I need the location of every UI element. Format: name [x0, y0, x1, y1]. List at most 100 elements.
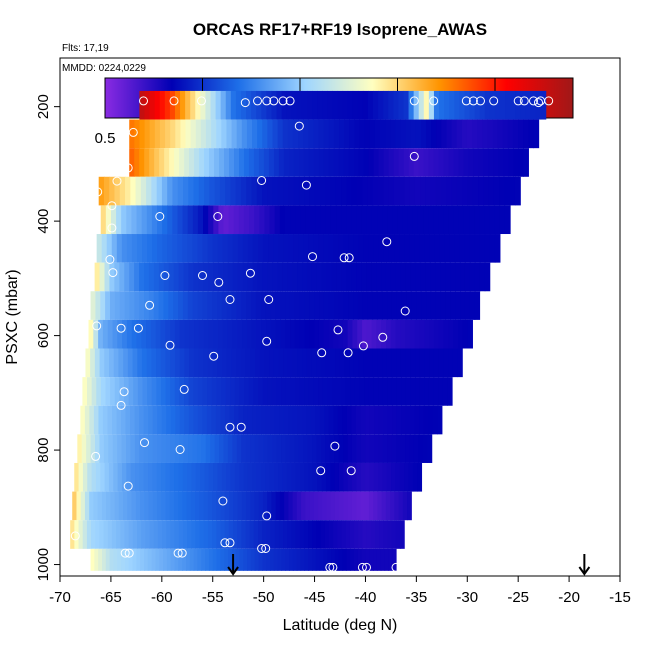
heatmap-cell: [228, 548, 233, 571]
heatmap-cell: [390, 262, 397, 292]
heatmap-cell: [315, 548, 321, 571]
heatmap-cell: [203, 348, 209, 378]
heatmap-cell: [342, 90, 349, 120]
heatmap-cell: [220, 520, 226, 549]
heatmap-cell: [331, 262, 338, 292]
heatmap-cell: [338, 319, 344, 349]
heatmap-cell: [308, 148, 315, 177]
heatmap-cell: [257, 234, 264, 263]
heatmap-cell: [420, 262, 427, 292]
heatmap-cell: [226, 291, 233, 320]
heatmap-cell: [443, 319, 449, 349]
heatmap-cell: [160, 319, 166, 349]
heatmap-cell: [361, 548, 367, 571]
heatmap-cell: [372, 291, 378, 320]
heatmap-cell: [180, 119, 187, 149]
heatmap-cell: [407, 205, 414, 235]
sample-point: [262, 511, 272, 521]
heatmap-cell: [275, 291, 281, 320]
heatmap-cell: [459, 234, 466, 263]
heatmap-cell: [148, 434, 154, 463]
heatmap-cell: [439, 90, 445, 120]
heatmap-cell: [144, 262, 150, 292]
heatmap-cell: [198, 262, 204, 292]
heatmap-cell: [170, 348, 176, 378]
heatmap-cell: [299, 291, 306, 320]
heatmap-cell: [463, 205, 470, 235]
heatmap-cell: [195, 520, 201, 549]
heatmap-cell: [369, 462, 375, 492]
heatmap-cell: [136, 234, 143, 263]
heatmap-cell: [103, 434, 109, 463]
heatmap-cell: [96, 234, 103, 263]
heatmap-cell: [489, 234, 496, 263]
sample-point: [262, 336, 272, 346]
heatmap-cell: [234, 148, 240, 177]
y-tick-label: 400: [35, 209, 52, 234]
heatmap-cell: [129, 291, 135, 320]
heatmap-cell: [262, 491, 268, 521]
heatmap-cell: [450, 262, 456, 292]
heatmap-cell: [479, 205, 486, 235]
heatmap-cell: [111, 234, 118, 263]
chart-title: ORCAS RF17+RF19 Isoprene_AWAS: [193, 20, 487, 39]
heatmap-cell: [219, 176, 226, 206]
heatmap-cell: [191, 520, 197, 549]
heatmap-cell: [126, 319, 133, 349]
heatmap-cell: [393, 176, 400, 206]
heatmap-cell: [387, 405, 393, 435]
heatmap-cell: [117, 434, 123, 463]
heatmap-cell: [418, 90, 425, 120]
heatmap-cell: [157, 234, 163, 263]
heatmap-cell: [365, 405, 371, 435]
heatmap-cell: [151, 205, 158, 235]
heatmap-cell: [363, 234, 370, 263]
heatmap-cell: [469, 234, 476, 263]
heatmap-cell: [374, 405, 380, 435]
heatmap-cell: [189, 148, 195, 177]
heatmap-cell: [414, 176, 421, 206]
heatmap-cell: [152, 234, 158, 263]
heatmap-cell: [293, 176, 300, 206]
heatmap-cell: [236, 434, 242, 463]
heatmap-cell: [369, 119, 376, 149]
heatmap-cell: [309, 319, 315, 349]
heatmap-cell: [464, 234, 471, 263]
heatmap-cell: [130, 176, 137, 206]
heatmap-cell: [535, 90, 542, 120]
heatmap-cell: [170, 377, 176, 406]
heatmap-cell: [281, 434, 287, 463]
heatmap-cell: [199, 148, 205, 177]
heatmap-cell: [231, 119, 238, 149]
heatmap-cell: [270, 405, 276, 435]
heatmap-cell: [105, 377, 111, 406]
heatmap-cell: [417, 205, 424, 235]
heatmap-cell: [93, 319, 99, 349]
heatmap-cell: [192, 434, 198, 463]
heatmap-cell: [254, 548, 260, 571]
heatmap-cell: [131, 319, 138, 349]
heatmap-cell: [144, 548, 149, 571]
sample-point: [429, 96, 439, 106]
plot-frame: [59, 57, 621, 577]
heatmap-cell: [323, 548, 328, 571]
heatmap-cell: [333, 234, 340, 263]
heatmap-cell: [413, 148, 420, 177]
heatmap-cell: [228, 520, 234, 549]
heatmap-cell: [420, 176, 426, 206]
heatmap-cell: [405, 405, 411, 435]
heatmap-cell: [361, 205, 368, 235]
heatmap-cell: [213, 205, 220, 235]
heatmap-cell: [296, 90, 303, 120]
sample-point: [209, 351, 219, 361]
heatmap-cell: [432, 405, 438, 435]
y-tick-label: 600: [35, 323, 52, 348]
heatmap-cell: [108, 462, 114, 492]
heatmap-cell: [241, 520, 247, 549]
heatmap-cell: [119, 291, 126, 320]
heatmap-cell: [289, 291, 296, 320]
heatmap-cell: [272, 119, 279, 149]
heatmap-cell: [137, 348, 143, 378]
heatmap-cell: [233, 491, 239, 521]
heatmap-cell: [358, 520, 363, 549]
